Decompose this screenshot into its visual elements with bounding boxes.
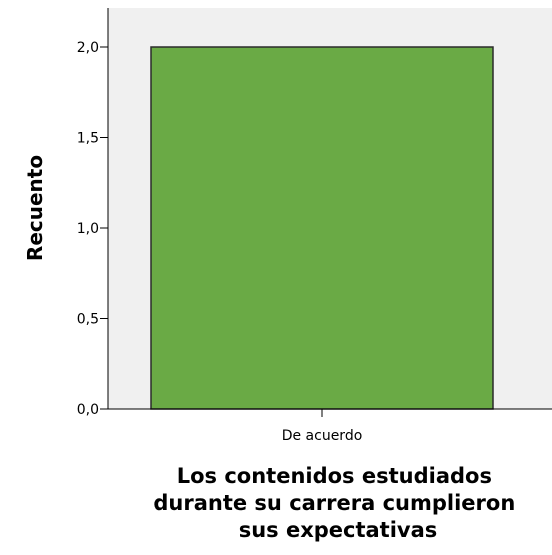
x-axis-title-line-2: durante su carrera cumplieron	[153, 491, 515, 515]
y-tick-label: 2,0	[77, 40, 99, 56]
y-tick-label: 1,5	[77, 131, 99, 147]
y-tick-label: 0,0	[77, 402, 99, 418]
bars-group	[150, 46, 494, 410]
y-ticks-group: 0,0 0,5 1,0 1,5 2,0	[77, 40, 108, 418]
y-tick-label: 0,5	[77, 312, 99, 328]
x-axis-title: Los contenidos estudiados durante su car…	[153, 464, 522, 542]
x-axis-title-line-3: sus expectativas	[239, 518, 438, 542]
x-ticks-group: De acuerdo	[282, 409, 363, 444]
bar-de-acuerdo	[150, 46, 494, 410]
x-tick-label: De acuerdo	[282, 428, 363, 444]
y-axis-title: Recuento	[23, 155, 47, 261]
x-axis-title-line-1: Los contenidos estudiados	[177, 464, 492, 488]
y-tick-label: 1,0	[77, 221, 99, 237]
